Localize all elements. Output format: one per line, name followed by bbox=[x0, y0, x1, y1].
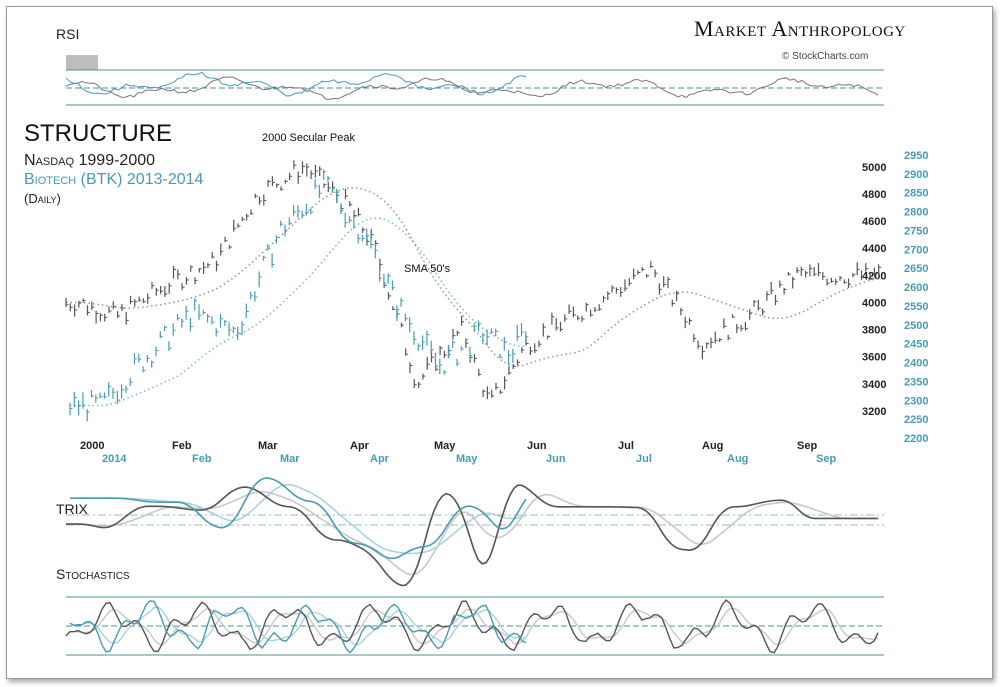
y-tick-nasdaq-2: 3600 bbox=[862, 352, 886, 364]
x-axis: 2000 Feb Mar Apr May Jun Jul Aug Sep 2014 Feb Mar Ap… bbox=[80, 440, 836, 465]
main-panel: 3200340036003800400042004400460048005000… bbox=[65, 150, 928, 465]
y-tick-biotech-8: 2600 bbox=[904, 282, 928, 294]
y-tick-nasdaq-0: 3200 bbox=[862, 406, 886, 418]
x-tick-nasdaq-3: Apr bbox=[350, 440, 370, 452]
y-tick-biotech-12: 2800 bbox=[904, 207, 928, 219]
rsi-panel bbox=[65, 55, 884, 106]
x-tick-nasdaq-6: Jul bbox=[618, 440, 634, 452]
trix-nasdaq-line bbox=[66, 484, 878, 587]
subtitle-daily: (Daily) bbox=[24, 191, 61, 206]
rsi-biotech-line bbox=[65, 71, 527, 97]
trix-biotech-line bbox=[70, 477, 527, 560]
trix-panel bbox=[66, 477, 884, 587]
y-tick-biotech-5: 2450 bbox=[904, 339, 928, 351]
trix-label: TRIX bbox=[56, 501, 88, 517]
y-tick-biotech-0: 2200 bbox=[904, 433, 928, 445]
x-tick-nasdaq-4: May bbox=[434, 440, 456, 452]
x-tick-biotech-2: Mar bbox=[280, 453, 300, 465]
sma-nasdaq bbox=[66, 187, 879, 367]
stochastics-panel bbox=[65, 596, 884, 656]
rsi-nasdaq-line bbox=[65, 76, 879, 100]
y-tick-biotech-2: 2300 bbox=[904, 395, 928, 407]
y-tick-nasdaq-1: 3400 bbox=[862, 379, 886, 391]
stochastics-label: Stochastics bbox=[56, 566, 130, 582]
stoch-nasdaq-line bbox=[65, 599, 879, 654]
x-tick-biotech-7: Aug bbox=[727, 453, 748, 465]
annotation-peak: 2000 Secular Peak bbox=[262, 132, 355, 144]
y-tick-biotech-10: 2700 bbox=[904, 244, 928, 256]
x-tick-nasdaq-7: Aug bbox=[702, 440, 723, 452]
x-tick-nasdaq-1: Feb bbox=[172, 440, 192, 452]
y-tick-biotech-9: 2650 bbox=[904, 263, 928, 275]
y-axis-nasdaq: 3200340036003800400042004400460048005000 bbox=[862, 162, 886, 418]
y-tick-biotech-1: 2250 bbox=[904, 414, 928, 426]
x-tick-biotech-4: May bbox=[456, 453, 478, 465]
subtitle-nasdaq: Nasdaq 1999-2000 bbox=[24, 152, 156, 169]
x-tick-biotech-5: Jun bbox=[546, 453, 566, 465]
y-tick-nasdaq-3: 3800 bbox=[862, 325, 886, 337]
y-tick-nasdaq-4: 4000 bbox=[862, 297, 886, 309]
chart-title: STRUCTURE bbox=[24, 120, 172, 147]
x-tick-biotech-3: Apr bbox=[370, 453, 390, 465]
y-tick-nasdaq-9: 5000 bbox=[862, 162, 886, 174]
x-tick-nasdaq-5: Jun bbox=[527, 440, 547, 452]
rsi-label: RSI bbox=[56, 26, 80, 42]
x-tick-biotech-1: Feb bbox=[192, 453, 212, 465]
x-tick-biotech-6: Jul bbox=[636, 453, 652, 465]
brand-logo: Market Anthropology bbox=[694, 16, 906, 41]
rsi-shade bbox=[66, 55, 98, 70]
x-tick-biotech-0: 2014 bbox=[102, 453, 127, 465]
y-tick-nasdaq-8: 4800 bbox=[862, 189, 886, 201]
annotation-sma: SMA 50's bbox=[404, 263, 451, 275]
subtitle-biotech: Biotech (BTK) 2013-2014 bbox=[24, 171, 204, 188]
stoch-biotech-signal bbox=[69, 606, 527, 646]
y-tick-biotech-11: 2750 bbox=[904, 225, 928, 237]
y-tick-biotech-3: 2350 bbox=[904, 376, 928, 388]
x-tick-nasdaq-2: Mar bbox=[258, 440, 278, 452]
stoch-nasdaq-signal bbox=[65, 607, 879, 646]
y-axis-biotech: 2200 2250 2300 2350 2400 2450 2500 2550 2600 2650… bbox=[904, 150, 928, 445]
y-tick-biotech-7: 2550 bbox=[904, 301, 928, 313]
stoch-biotech-line bbox=[69, 600, 527, 654]
y-tick-nasdaq-7: 4600 bbox=[862, 216, 886, 228]
y-tick-biotech-13: 2850 bbox=[904, 188, 928, 200]
sma-biotech bbox=[70, 217, 526, 407]
y-tick-biotech-6: 2500 bbox=[904, 320, 928, 332]
x-tick-nasdaq-8: Sep bbox=[797, 440, 817, 452]
x-tick-biotech-8: Sep bbox=[816, 453, 836, 465]
chart-frame bbox=[6, 6, 993, 679]
stockcharts-credit: © StockCharts.com bbox=[782, 51, 869, 62]
biotech-bars bbox=[69, 169, 529, 422]
y-tick-nasdaq-6: 4400 bbox=[862, 243, 886, 255]
nasdaq-bars bbox=[65, 160, 882, 400]
y-tick-biotech-14: 2900 bbox=[904, 169, 928, 181]
y-tick-biotech-15: 2950 bbox=[904, 150, 928, 162]
trix-biotech-signal bbox=[70, 484, 527, 555]
x-tick-nasdaq-0: 2000 bbox=[80, 440, 104, 452]
y-tick-biotech-4: 2400 bbox=[904, 358, 928, 370]
